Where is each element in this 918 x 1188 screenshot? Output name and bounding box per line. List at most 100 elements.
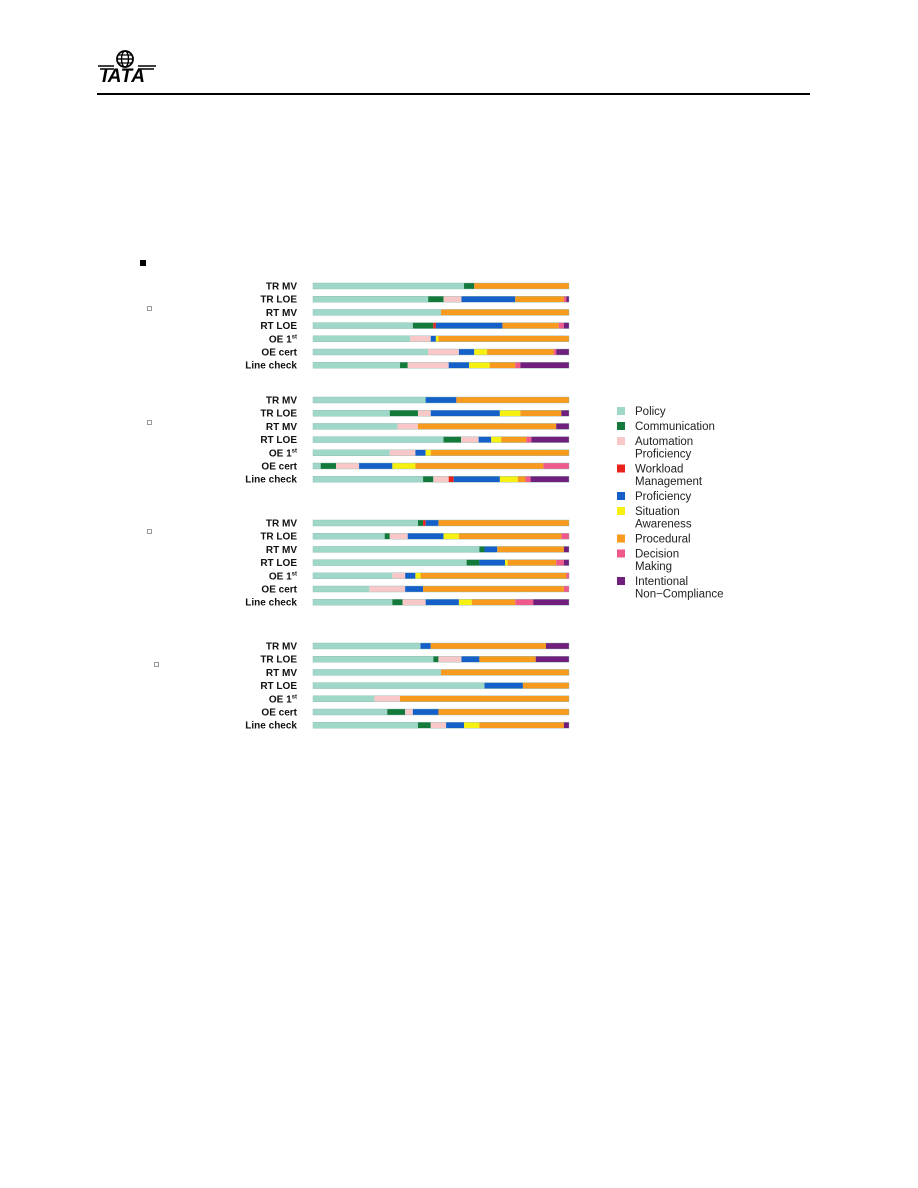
category-label: TR MV	[266, 642, 297, 653]
bar-segment	[425, 397, 457, 403]
bar-segment	[425, 449, 431, 456]
bar-segment	[563, 322, 569, 329]
bar-segment	[433, 322, 436, 329]
bar-segment	[415, 572, 421, 579]
bar-segment	[484, 546, 498, 553]
bar-segment	[336, 463, 360, 469]
legend-swatch	[617, 422, 625, 430]
bar-segment	[313, 296, 429, 303]
legend-label: Communication	[635, 421, 715, 433]
bar-segment	[515, 296, 564, 303]
bar-outline	[312, 599, 570, 606]
bar-segment	[389, 410, 418, 417]
bar-segment	[443, 533, 459, 540]
bar-segment	[313, 410, 390, 417]
bar-outline	[312, 335, 570, 342]
bar-outline	[312, 436, 570, 443]
bar-segment	[479, 722, 564, 729]
sub-bullet-3	[147, 529, 152, 534]
bar-segment	[384, 533, 390, 540]
bar-segment	[405, 586, 424, 592]
bar-segment	[430, 722, 447, 729]
bar-segment	[313, 335, 411, 342]
bar-outline	[312, 462, 570, 470]
bar-outline	[312, 519, 570, 527]
bar-segment	[526, 436, 532, 443]
bar-segment	[313, 643, 421, 649]
legend-label: Automation	[635, 436, 693, 448]
bar-segment	[553, 349, 557, 355]
category-label: Line check	[245, 721, 297, 732]
bar-segment	[505, 559, 508, 566]
legend-swatch	[617, 407, 625, 415]
bar-segment	[525, 476, 531, 483]
bar-segment	[438, 335, 569, 342]
legend-label: Proficiency	[635, 491, 691, 503]
bar-segment	[423, 476, 434, 483]
bar-segment	[458, 599, 472, 606]
bar-segment	[478, 436, 492, 443]
category-label: OE 1st	[269, 694, 297, 705]
legend-label: Situation	[635, 506, 680, 518]
bar-outline	[312, 396, 570, 404]
bar-segment	[400, 695, 569, 702]
bar-segment	[430, 410, 500, 417]
bar-segment	[561, 410, 569, 417]
logo-text: IATA	[102, 66, 146, 87]
bar-segment	[313, 709, 388, 715]
bar-segment	[313, 463, 321, 469]
bar-segment	[313, 559, 467, 566]
bar-segment	[566, 296, 569, 303]
bar-segment	[471, 599, 516, 606]
bar-segment	[501, 436, 527, 443]
bar-segment	[448, 362, 470, 369]
category-label: Line check	[245, 361, 297, 372]
bar-segment	[520, 362, 569, 369]
bar-segment	[392, 599, 403, 606]
bar-segment	[474, 283, 569, 289]
bar-segment	[479, 656, 536, 663]
bar-segment	[415, 463, 544, 469]
legend-label: Proficiency	[635, 449, 691, 461]
bar-outline	[312, 296, 570, 303]
bar-segment	[313, 546, 480, 553]
bar-outline	[312, 309, 570, 316]
bar-segment	[387, 709, 406, 715]
bar-segment	[430, 335, 436, 342]
bar-segment	[499, 410, 521, 417]
bar-segment	[563, 546, 569, 553]
bar-segment	[487, 349, 554, 355]
chart-3: TR MV TR LOE RT MV RT LOE OE 1st OE cert Line …	[245, 519, 570, 609]
category-label: RT LOE	[260, 681, 297, 692]
category-label: OE 1st	[269, 571, 297, 582]
bar-segment	[397, 423, 418, 430]
category-label: RT LOE	[260, 558, 297, 569]
bar-segment	[438, 709, 569, 715]
bar-outline	[312, 559, 570, 566]
bar-segment	[410, 335, 431, 342]
bullet-marker	[140, 260, 146, 266]
bar-outline	[312, 722, 570, 729]
bar-segment	[412, 322, 434, 329]
bar-segment	[563, 722, 569, 729]
bar-segment	[313, 283, 465, 289]
bar-outline	[312, 585, 570, 593]
bar-segment	[517, 476, 526, 483]
bar-segment	[425, 599, 459, 606]
category-label: RT MV	[266, 545, 297, 556]
legend-label: Non−Compliance	[635, 589, 724, 601]
bar-segment	[423, 520, 426, 526]
bar-segment	[313, 682, 485, 689]
bar-segment	[438, 656, 462, 663]
bar-outline	[312, 348, 570, 356]
chart-4: TR MV TR LOE RT MV RT LOE OE 1st OE cert Line …	[245, 642, 570, 732]
bar-segment	[438, 520, 569, 526]
bar-outline	[312, 656, 570, 663]
bar-segment	[563, 586, 569, 592]
bar-segment	[428, 296, 444, 303]
bar-segment	[543, 463, 569, 469]
bar-segment	[313, 322, 413, 329]
bar-segment	[545, 643, 569, 649]
legend-swatch	[617, 437, 625, 445]
